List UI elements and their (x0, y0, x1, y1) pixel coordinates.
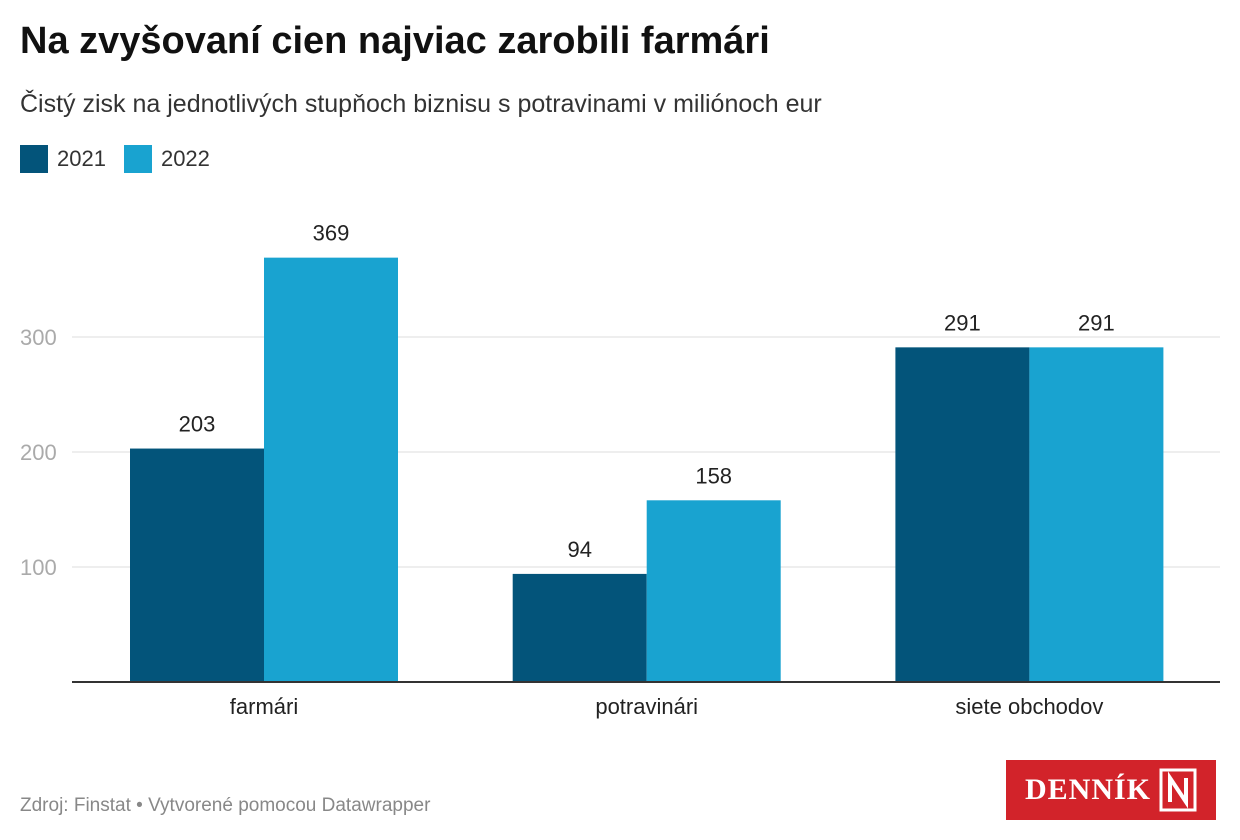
y-tick-label-300: 300 (20, 325, 57, 350)
x-tick-label-0: farmári (230, 694, 298, 719)
legend-swatch-2021 (20, 145, 48, 173)
bar-2022-1 (646, 500, 781, 682)
chart-title: Na zvyšovaní cien najviac zarobili farmá… (20, 20, 770, 62)
source-note: Zdroj: Finstat • Vytvorené pomocou Dataw… (20, 795, 431, 816)
logo-text: DENNÍK (1024, 773, 1151, 806)
bar-2021-1 (512, 573, 647, 682)
legend-label-2022: 2022 (160, 146, 210, 171)
value-label-2021-2: 291 (944, 310, 981, 335)
value-label-2021-0: 203 (179, 412, 216, 437)
x-tick-label-1: potravinári (595, 694, 698, 719)
legend-item-2021: 2021 (20, 145, 106, 173)
bar-2021-2 (895, 347, 1030, 682)
bar-2021-0 (130, 448, 264, 682)
bar-chart: 100 200 300 203 369 farmári 94 158 potravinári 29… (20, 221, 1220, 719)
value-label-2022-1: 158 (695, 463, 732, 488)
chart-subtitle: Čistý zisk na jednotlivých stupňoch bizn… (20, 90, 822, 118)
legend-swatch-2022 (123, 145, 152, 173)
denník-n-logo: DENNÍK (1006, 760, 1216, 820)
denník-n-logo-icon (1159, 768, 1197, 812)
legend-item-2022: 2022 (123, 145, 210, 173)
y-tick-label-100: 100 (20, 555, 57, 580)
legend: 2021 2022 (20, 145, 228, 173)
bar-2022-2 (1029, 347, 1164, 682)
value-label-2021-1: 94 (567, 537, 591, 562)
bar-2022-0 (264, 257, 398, 682)
legend-label-2021: 2021 (57, 146, 106, 171)
y-tick-label-200: 200 (20, 440, 57, 465)
x-tick-label-2: siete obchodov (955, 694, 1103, 719)
value-label-2022-0: 369 (313, 221, 350, 246)
value-label-2022-2: 291 (1078, 310, 1115, 335)
